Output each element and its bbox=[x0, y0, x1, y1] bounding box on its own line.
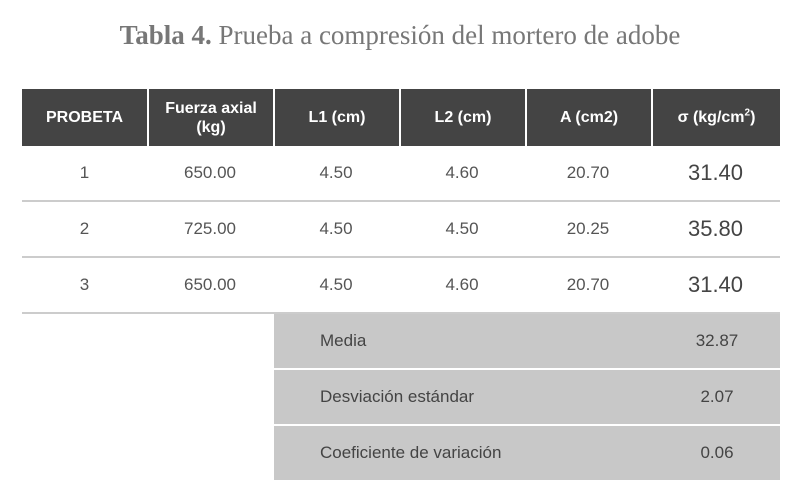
header-probeta: PROBETA bbox=[22, 89, 147, 146]
table-caption: Tabla 4. Prueba a compresión del mortero… bbox=[0, 20, 800, 51]
cell-fuerza: 650.00 bbox=[184, 163, 236, 182]
stat-value: 32.87 bbox=[695, 331, 739, 350]
cell-probeta: 3 bbox=[79, 275, 90, 294]
stat-label: Desviación estándar bbox=[320, 387, 475, 406]
cell-probeta: 2 bbox=[79, 219, 90, 238]
cell-l1: 4.50 bbox=[319, 275, 353, 294]
cell-area: 20.70 bbox=[566, 163, 610, 182]
cell-probeta: 1 bbox=[79, 163, 90, 182]
table-row: 3 650.00 4.50 4.60 20.70 31.40 bbox=[22, 258, 780, 314]
table-row: 1 650.00 4.50 4.60 20.70 31.40 bbox=[22, 146, 780, 202]
header-sigma: σ (kg/cm2) bbox=[651, 89, 780, 146]
cell-fuerza: 650.00 bbox=[184, 275, 236, 294]
header-l2: L2 (cm) bbox=[399, 89, 525, 146]
cell-fuerza: 725.00 bbox=[184, 219, 236, 238]
statistics-block: Media 32.87 Desviación estándar 2.07 Coe… bbox=[274, 314, 780, 480]
cell-area: 20.25 bbox=[566, 219, 610, 238]
table-header-row: PROBETA Fuerza axial (kg) L1 (cm) L2 (cm)… bbox=[22, 89, 780, 146]
caption-label: Tabla 4. bbox=[119, 20, 212, 50]
cell-area: 20.70 bbox=[566, 275, 610, 294]
compression-table: PROBETA Fuerza axial (kg) L1 (cm) L2 (cm)… bbox=[22, 89, 780, 314]
cell-sigma: 31.40 bbox=[687, 272, 744, 297]
cell-l2: 4.50 bbox=[445, 219, 479, 238]
cell-sigma: 31.40 bbox=[687, 160, 744, 185]
cell-l1: 4.50 bbox=[319, 219, 353, 238]
stat-label: Media bbox=[320, 331, 367, 350]
header-fuerza-axial: Fuerza axial (kg) bbox=[147, 89, 273, 146]
cell-l1: 4.50 bbox=[319, 163, 353, 182]
cell-sigma: 35.80 bbox=[687, 216, 744, 241]
stat-value: 0.06 bbox=[700, 443, 734, 462]
stat-value: 2.07 bbox=[700, 387, 734, 406]
caption-text: Prueba a compresión del mortero de adobe bbox=[211, 20, 681, 50]
stat-row-desviacion: Desviación estándar 2.07 bbox=[274, 370, 780, 426]
stat-row-media: Media 32.87 bbox=[274, 314, 780, 370]
header-l1: L1 (cm) bbox=[273, 89, 399, 146]
table-row: 2 725.00 4.50 4.50 20.25 35.80 bbox=[22, 202, 780, 258]
stat-row-coeficiente: Coeficiente de variación 0.06 bbox=[274, 426, 780, 480]
header-area: A (cm2) bbox=[525, 89, 651, 146]
cell-l2: 4.60 bbox=[445, 275, 479, 294]
stat-label: Coeficiente de variación bbox=[320, 443, 502, 462]
cell-l2: 4.60 bbox=[445, 163, 479, 182]
